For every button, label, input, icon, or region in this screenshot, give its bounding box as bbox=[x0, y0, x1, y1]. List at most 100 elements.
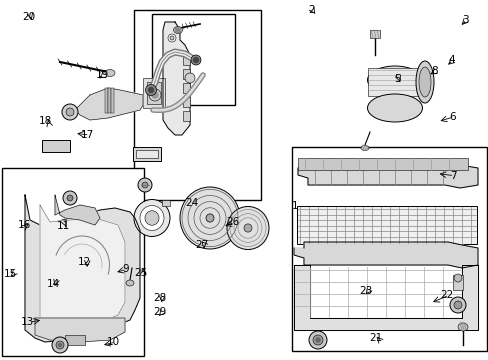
Text: 15: 15 bbox=[4, 269, 17, 279]
Text: 14: 14 bbox=[46, 279, 60, 289]
Bar bbox=[151, 14, 234, 105]
Text: 7: 7 bbox=[449, 171, 456, 181]
Polygon shape bbox=[163, 22, 190, 135]
Polygon shape bbox=[75, 88, 142, 120]
Bar bbox=[133, 147, 161, 161]
Ellipse shape bbox=[134, 199, 170, 237]
Text: 2: 2 bbox=[307, 5, 314, 15]
Text: 21: 21 bbox=[368, 333, 382, 343]
Bar bbox=[162, 200, 170, 206]
Text: 12: 12 bbox=[78, 257, 91, 267]
Ellipse shape bbox=[226, 207, 268, 249]
Ellipse shape bbox=[145, 211, 159, 225]
Circle shape bbox=[152, 92, 158, 98]
Ellipse shape bbox=[367, 94, 422, 122]
Circle shape bbox=[138, 178, 152, 192]
Ellipse shape bbox=[173, 27, 182, 33]
Bar bbox=[183, 97, 190, 107]
Circle shape bbox=[149, 89, 161, 101]
Text: 1: 1 bbox=[291, 201, 298, 211]
Text: 6: 6 bbox=[448, 112, 455, 122]
Text: 23: 23 bbox=[359, 286, 372, 296]
Bar bbox=[108, 88, 111, 113]
Text: 17: 17 bbox=[81, 130, 94, 140]
Circle shape bbox=[175, 27, 180, 32]
Circle shape bbox=[66, 108, 74, 116]
Circle shape bbox=[142, 182, 148, 188]
Circle shape bbox=[62, 104, 78, 120]
Ellipse shape bbox=[126, 280, 134, 286]
Circle shape bbox=[453, 274, 461, 282]
Text: 4: 4 bbox=[447, 55, 454, 66]
Circle shape bbox=[148, 87, 153, 93]
Circle shape bbox=[453, 301, 461, 309]
Text: 16: 16 bbox=[18, 220, 31, 230]
Bar bbox=[42, 140, 70, 152]
Bar bbox=[297, 158, 467, 170]
Circle shape bbox=[56, 341, 64, 349]
Polygon shape bbox=[25, 195, 140, 342]
Circle shape bbox=[308, 331, 326, 349]
Bar bbox=[183, 69, 190, 79]
Ellipse shape bbox=[205, 214, 214, 222]
Bar bbox=[111, 88, 114, 113]
Polygon shape bbox=[40, 205, 125, 332]
Ellipse shape bbox=[244, 224, 251, 232]
Circle shape bbox=[52, 337, 68, 353]
Text: 11: 11 bbox=[57, 221, 70, 231]
Circle shape bbox=[168, 34, 176, 42]
Polygon shape bbox=[55, 195, 100, 225]
Text: 13: 13 bbox=[20, 317, 34, 327]
Circle shape bbox=[63, 191, 77, 205]
Bar bbox=[142, 78, 164, 108]
Bar bbox=[292, 147, 486, 351]
Bar bbox=[65, 335, 85, 345]
Text: 18: 18 bbox=[39, 116, 52, 126]
Text: 5: 5 bbox=[394, 74, 401, 84]
Text: 22: 22 bbox=[439, 290, 452, 300]
Circle shape bbox=[312, 335, 323, 345]
Circle shape bbox=[150, 89, 158, 97]
Ellipse shape bbox=[415, 61, 433, 103]
Polygon shape bbox=[293, 265, 477, 330]
Bar bbox=[183, 83, 190, 93]
Text: 20: 20 bbox=[22, 12, 35, 22]
Polygon shape bbox=[293, 242, 477, 268]
Ellipse shape bbox=[360, 145, 368, 150]
Circle shape bbox=[191, 55, 201, 65]
Bar bbox=[134, 10, 260, 200]
Circle shape bbox=[184, 73, 195, 83]
Polygon shape bbox=[297, 162, 477, 188]
Ellipse shape bbox=[140, 206, 163, 230]
Ellipse shape bbox=[418, 67, 430, 97]
Text: 10: 10 bbox=[106, 337, 120, 347]
Ellipse shape bbox=[367, 66, 422, 94]
Bar bbox=[367, 68, 422, 96]
Text: 8: 8 bbox=[430, 66, 437, 76]
Circle shape bbox=[170, 36, 174, 40]
Circle shape bbox=[449, 297, 465, 313]
Text: 29: 29 bbox=[153, 307, 166, 318]
Bar bbox=[369, 30, 379, 38]
Text: 25: 25 bbox=[134, 268, 147, 278]
Bar bbox=[147, 82, 161, 104]
Text: 28: 28 bbox=[153, 293, 166, 303]
Text: 3: 3 bbox=[461, 15, 468, 25]
Polygon shape bbox=[35, 318, 125, 342]
Bar bbox=[183, 111, 190, 121]
Circle shape bbox=[67, 195, 73, 201]
Bar bbox=[183, 55, 190, 65]
Bar bbox=[2, 168, 143, 356]
Text: 27: 27 bbox=[195, 240, 208, 250]
Ellipse shape bbox=[457, 323, 467, 331]
Text: 24: 24 bbox=[184, 198, 198, 208]
Circle shape bbox=[315, 338, 319, 342]
Text: 9: 9 bbox=[122, 264, 129, 274]
Bar bbox=[296, 206, 476, 244]
Text: 26: 26 bbox=[225, 217, 239, 228]
Bar bbox=[452, 275, 462, 290]
Ellipse shape bbox=[180, 187, 240, 249]
Circle shape bbox=[145, 85, 156, 95]
Bar bbox=[105, 88, 108, 113]
Circle shape bbox=[59, 343, 61, 346]
